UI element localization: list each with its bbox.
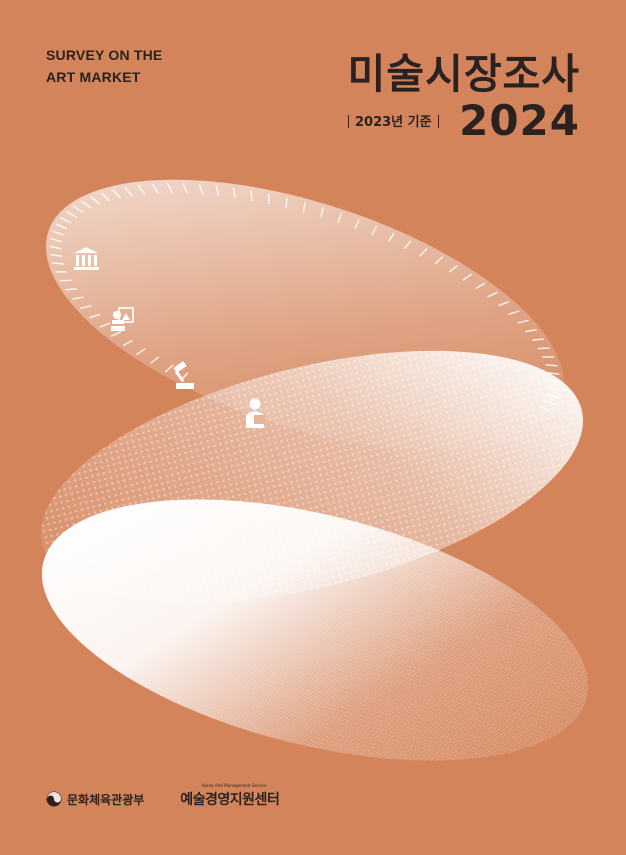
dial-tick xyxy=(232,187,236,199)
year-number: 2024 xyxy=(459,96,580,145)
dial-tick xyxy=(543,399,555,406)
dial-tick xyxy=(72,205,84,214)
dial-tick xyxy=(517,319,529,324)
dial-tick xyxy=(525,328,537,333)
dial-tick xyxy=(52,230,65,236)
dial-tick xyxy=(166,183,174,194)
dial-tick xyxy=(55,223,68,230)
dial-tick xyxy=(371,225,378,236)
dial-tick xyxy=(112,189,121,199)
collector-icon xyxy=(246,398,265,428)
dial-tick xyxy=(547,371,560,376)
dial-tick xyxy=(285,197,288,208)
dial-tick xyxy=(320,207,324,218)
dial-tick xyxy=(100,192,111,202)
year-row: 2023년 기준 2024 xyxy=(342,96,581,145)
dial-tick xyxy=(403,240,412,250)
dial-tick xyxy=(532,338,544,341)
dial-tick xyxy=(50,237,63,243)
kams-logo: Korea Arts Management Service 예술경영지원센터 xyxy=(180,783,280,809)
dial-tick xyxy=(80,305,92,310)
dial-tick xyxy=(475,282,486,290)
dial-tick xyxy=(419,248,428,257)
year-basis: 2023년 기준 xyxy=(342,111,446,130)
dial-tick xyxy=(434,256,444,265)
dial-tick xyxy=(49,245,62,250)
dial-tick xyxy=(52,262,65,265)
english-title-line2: ART MARKET xyxy=(46,69,141,85)
museum-icon xyxy=(74,247,99,270)
ministry-logo: 문화체육관광부 xyxy=(46,791,144,808)
ellipse-illustration xyxy=(40,179,589,761)
dial-tick xyxy=(302,202,306,213)
footer-logos: 문화체육관광부 Korea Arts Management Service 예술… xyxy=(46,783,280,809)
dial-tick xyxy=(215,185,220,197)
dial-tick xyxy=(546,393,558,399)
dial-tick xyxy=(65,287,77,291)
taegeuk-emblem-icon xyxy=(46,791,62,807)
dial-tick xyxy=(151,183,159,194)
dial-tick xyxy=(72,296,84,300)
dial-tick xyxy=(81,200,92,209)
dial-tick xyxy=(250,190,253,201)
dial-tick xyxy=(90,196,101,205)
dial-tick xyxy=(487,291,498,298)
dial-tick xyxy=(110,331,122,337)
dial-tick xyxy=(448,264,458,273)
dial-tick xyxy=(545,364,558,367)
dial-tick xyxy=(89,313,101,319)
dial-tick xyxy=(539,405,551,413)
auction-gavel-icon xyxy=(173,361,194,389)
art-exhibition-icon xyxy=(111,307,134,331)
dial-tick xyxy=(150,356,160,364)
dial-tick xyxy=(136,348,146,356)
dial-tick xyxy=(60,216,72,224)
dial-tick xyxy=(65,210,78,218)
dial-tick xyxy=(124,186,133,197)
kams-english: Korea Arts Management Service xyxy=(202,783,267,788)
dial-tick xyxy=(122,339,134,347)
dial-tick xyxy=(508,310,520,316)
kams-name: 예술경영지원센터 xyxy=(180,792,280,808)
dial-tick xyxy=(462,273,473,281)
dial-tick xyxy=(137,184,146,195)
english-title: SURVEY ON THE ART MARKET xyxy=(46,44,162,88)
dial-tick xyxy=(498,300,510,307)
dial-tick xyxy=(182,183,188,194)
dial-tick xyxy=(387,232,395,243)
top-ellipse xyxy=(45,179,565,451)
english-title-line1: SURVEY ON THE xyxy=(46,47,163,63)
dial-tick xyxy=(198,184,204,195)
korean-title: 미술시장조사 xyxy=(347,50,580,98)
dial-tick xyxy=(50,253,63,257)
dial-tick xyxy=(547,386,560,392)
dial-tick xyxy=(354,219,360,229)
dial-tick xyxy=(164,364,174,373)
dial-tick xyxy=(337,212,342,223)
year-basis-text: 2023년 기준 xyxy=(355,115,432,130)
ministry-name: 문화체육관광부 xyxy=(67,792,145,807)
dial-tick xyxy=(548,379,561,384)
dial-tick xyxy=(99,322,111,328)
dial-ticks xyxy=(49,183,561,413)
